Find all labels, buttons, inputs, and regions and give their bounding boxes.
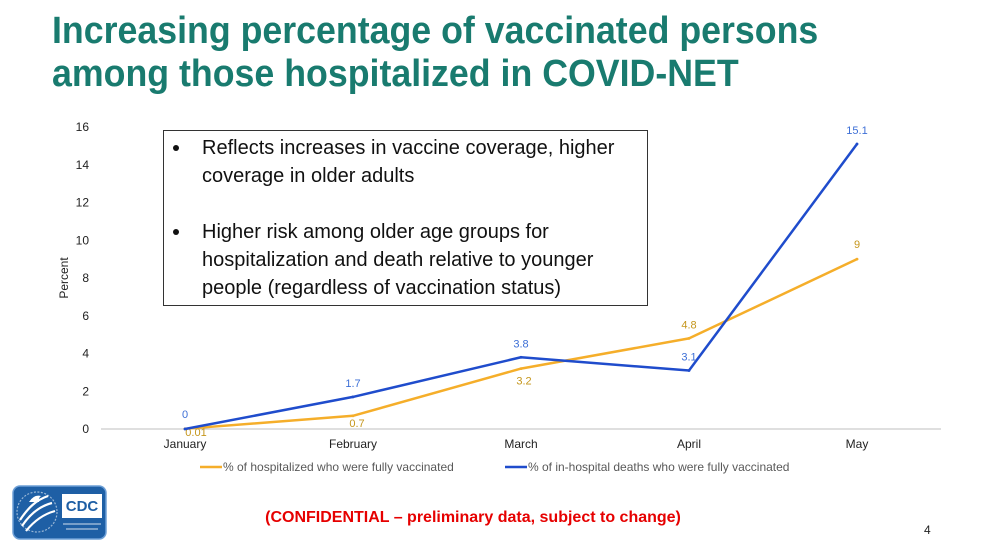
cdc-logo: CDC: [12, 485, 107, 540]
x-tick-label: May: [846, 437, 869, 451]
series-point: [351, 395, 355, 399]
series-0: 0.01 0.7 3.2 4.8 9: [183, 239, 860, 439]
bullet-icon: [173, 229, 179, 235]
callout-bullet: Reflects increases in vaccine coverage, …: [164, 134, 647, 190]
legend-label: % of hospitalized who were fully vaccina…: [223, 460, 454, 474]
y-tick-label: 14: [76, 158, 90, 172]
callout-box: Reflects increases in vaccine coverage, …: [163, 130, 648, 306]
bullet-text: Reflects increases in vaccine coverage, …: [202, 137, 615, 187]
y-axis-title: Percent: [57, 257, 71, 299]
y-tick-label: 12: [76, 196, 90, 210]
callout-bullet-list: Reflects increases in vaccine coverage, …: [164, 131, 647, 302]
bullet-text: Higher risk among older age groups for h…: [202, 221, 594, 299]
series-point: [855, 257, 859, 261]
data-label: 1.7: [345, 378, 360, 390]
data-label: 3.2: [516, 376, 531, 388]
confidential-note: (CONFIDENTIAL – preliminary data, subjec…: [265, 509, 681, 526]
y-tick-label: 6: [82, 309, 89, 323]
data-label: 0: [182, 409, 188, 421]
series-1: 0 1.7 3.8 3.1 15.1: [182, 125, 868, 431]
cdc-badge-text: CDC: [66, 498, 99, 515]
x-tick-label: February: [329, 437, 377, 451]
x-tick-label: April: [677, 437, 701, 451]
series-point: [183, 427, 187, 431]
series-point: [687, 369, 691, 372]
legend-item: % of in-hospital deaths who were fully v…: [505, 460, 789, 474]
x-tick-label: January: [164, 437, 207, 451]
callout-bullet: Higher risk among older age groups for h…: [164, 218, 647, 302]
cdc-badge: [62, 494, 102, 518]
y-tick-label: 10: [76, 233, 90, 247]
y-tick-label: 0: [82, 422, 89, 436]
series-point: [519, 367, 523, 370]
y-tick-label: 8: [82, 271, 89, 285]
y-tick-label: 2: [82, 384, 89, 398]
series-point: [519, 355, 523, 359]
slide-title: Increasing percentage of vaccinated pers…: [52, 10, 819, 95]
data-label: 3.1: [681, 351, 696, 363]
series-point: [855, 142, 859, 146]
legend-label: % of in-hospital deaths who were fully v…: [528, 460, 789, 474]
page-number: 4: [924, 523, 931, 537]
y-tick-label: 16: [76, 120, 90, 134]
data-label: 4.8: [681, 319, 696, 331]
hhs-eagle-icon: [16, 491, 58, 533]
series-point: [351, 414, 355, 418]
data-label: 3.8: [513, 338, 528, 350]
y-tick-label: 4: [82, 347, 89, 361]
data-label: 9: [854, 239, 860, 251]
bullet-icon: [173, 145, 179, 151]
legend-item: % of hospitalized who were fully vaccina…: [200, 460, 454, 474]
data-label: 15.1: [846, 125, 867, 137]
data-label: 0.7: [349, 418, 364, 430]
x-tick-label: March: [504, 437, 537, 451]
line-chart: 0 2 4 6 8 10 12 14 16 January February March April Ma…: [57, 120, 941, 474]
series-point: [687, 337, 691, 340]
data-label: 0.01: [185, 427, 206, 439]
